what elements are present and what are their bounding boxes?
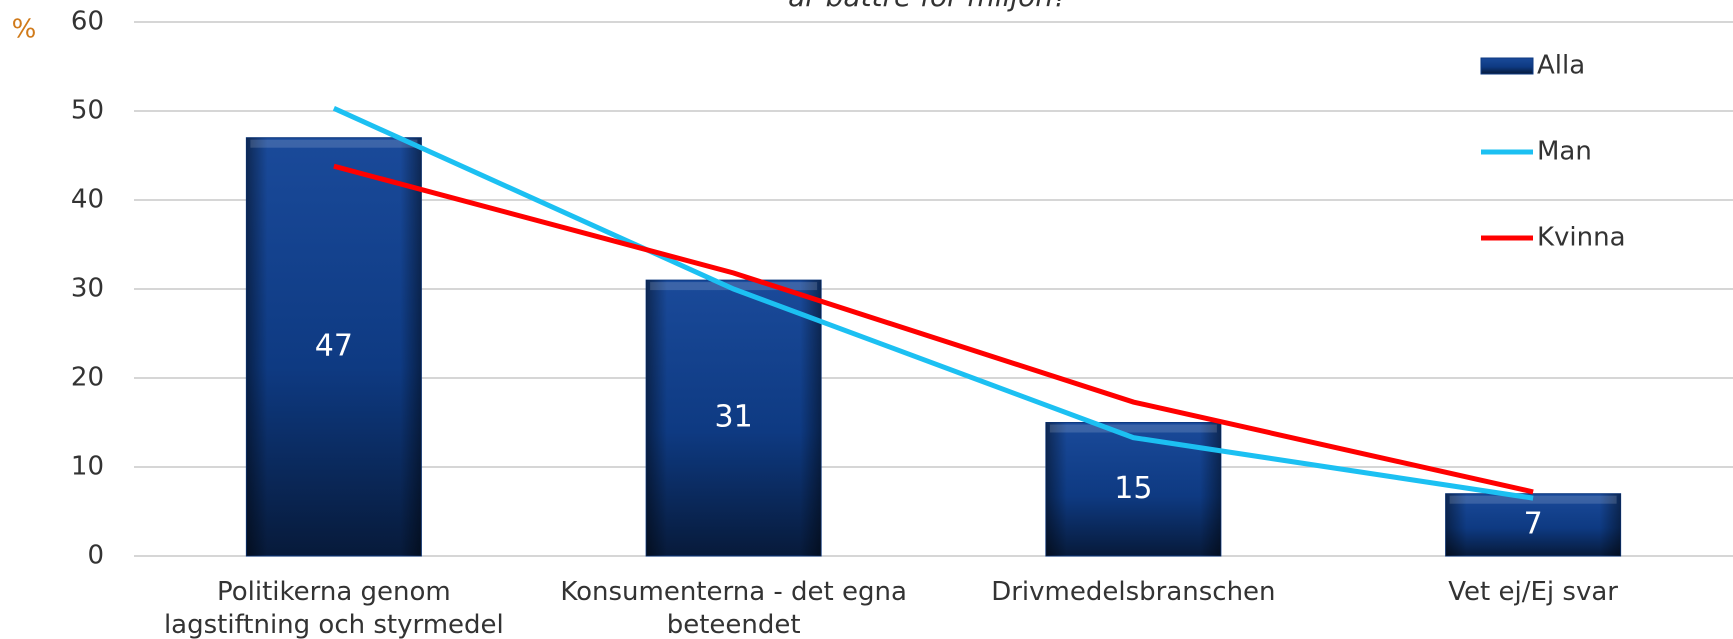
data-label: 15 — [1114, 471, 1152, 506]
x-tick-label: Vet ej/Ej svar — [1448, 577, 1618, 607]
data-label: 47 — [315, 328, 353, 363]
y-tick-label: 40 — [71, 185, 104, 215]
y-tick-label: 20 — [71, 363, 104, 393]
legend-label: Alla — [1537, 51, 1585, 81]
line — [333, 163, 1534, 495]
data-label: 31 — [715, 400, 753, 435]
data-label: 7 — [1524, 506, 1543, 541]
y-tick-label: 0 — [87, 541, 104, 571]
x-tick-line: Vet ej/Ej svar — [1448, 577, 1618, 607]
line — [332, 106, 1534, 501]
x-tick-line: Konsumenterna - det egna — [560, 577, 907, 607]
x-tick-label: Drivmedelsbranschen — [991, 577, 1275, 607]
bar-highlight — [250, 139, 418, 148]
x-tick-label: Konsumenterna - det egna beteendet — [560, 577, 907, 639]
y-tick-label: 50 — [71, 96, 104, 126]
y-tick-label: 30 — [71, 274, 104, 304]
legend-label: Kvinna — [1537, 223, 1626, 253]
legend-label: Man — [1537, 137, 1592, 167]
bar-highlight — [650, 282, 818, 291]
x-tick-label: Politikerna genom lagstiftning och styrme… — [164, 577, 504, 639]
bar-shade — [646, 280, 822, 556]
y-unit: % — [12, 15, 37, 45]
y-tick-label: 10 — [71, 452, 104, 482]
legend-swatch — [1480, 57, 1534, 75]
x-tick-line: lagstiftning och styrmedel — [164, 610, 504, 639]
bar-shade — [1445, 493, 1621, 556]
bar-highlight — [1049, 424, 1217, 433]
bar-shade — [246, 137, 422, 556]
chart-title: är bättre för miljön? — [788, 0, 1068, 13]
x-tick-line: beteendet — [667, 610, 801, 639]
x-tick-line: Politikerna genom — [217, 577, 451, 607]
y-tick-label: 60 — [71, 7, 104, 37]
bar-highlight — [1449, 495, 1617, 504]
x-tick-line: Drivmedelsbranschen — [991, 577, 1275, 607]
